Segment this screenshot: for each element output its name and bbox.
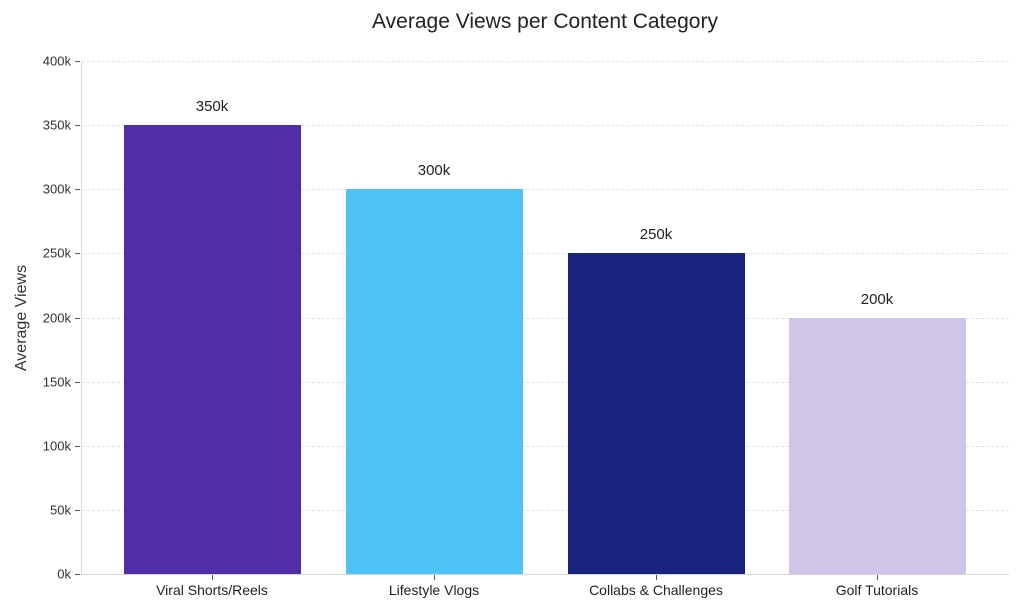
bar-value-label: 350k (195, 98, 229, 116)
bar-lifestyle-vlogs (345, 189, 523, 574)
x-tick-label: Lifestyle Vlogs (388, 582, 480, 598)
y-tick-label: 150k (42, 374, 71, 390)
y-tick-label: 250k (42, 245, 71, 261)
bar-collabs-challenges (567, 253, 745, 574)
x-tick-label: Golf Tutorials (835, 582, 919, 598)
gridline (82, 382, 1009, 383)
gridline (82, 446, 1009, 447)
gridline (82, 61, 1009, 62)
gridline (82, 253, 1009, 254)
x-tick-mark (656, 575, 657, 580)
bar-golf-tutorials (788, 317, 966, 574)
x-tick-mark (212, 575, 213, 580)
y-tick-label: 350k (42, 117, 71, 133)
y-tick-label: 0k (57, 566, 71, 582)
chart-title: Average Views per Content Category (372, 10, 718, 33)
bar-value-label: 200k (860, 290, 894, 308)
y-tick-mark (75, 574, 80, 575)
y-axis-line (81, 61, 82, 575)
y-tick-mark (75, 446, 80, 447)
y-tick-mark (75, 61, 80, 62)
bar-value-label: 300k (417, 162, 451, 180)
gridline (82, 125, 1009, 126)
y-axis-title: Average Views (13, 264, 30, 372)
x-tick-label: Collabs & Challenges (589, 582, 723, 598)
bar-value-label: 250k (639, 226, 673, 244)
y-tick-mark (75, 189, 80, 190)
x-tick-mark (434, 575, 435, 580)
y-tick-mark (75, 318, 80, 319)
x-tick-mark (877, 575, 878, 580)
y-tick-mark (75, 125, 80, 126)
y-tick-label: 100k (42, 438, 71, 454)
x-tick-label: Viral Shorts/Reels (156, 582, 268, 598)
y-tick-label: 200k (42, 310, 71, 326)
y-tick-mark (75, 253, 80, 254)
y-tick-mark (75, 510, 80, 511)
y-tick-mark (75, 382, 80, 383)
gridline (82, 510, 1009, 511)
bar-viral-shorts-reels (123, 125, 301, 574)
y-tick-label: 400k (42, 53, 71, 69)
x-axis-line (81, 574, 1009, 575)
y-tick-label: 50k (50, 502, 71, 518)
gridline (82, 189, 1009, 190)
y-tick-label: 300k (42, 181, 71, 197)
gridline (82, 318, 1009, 319)
